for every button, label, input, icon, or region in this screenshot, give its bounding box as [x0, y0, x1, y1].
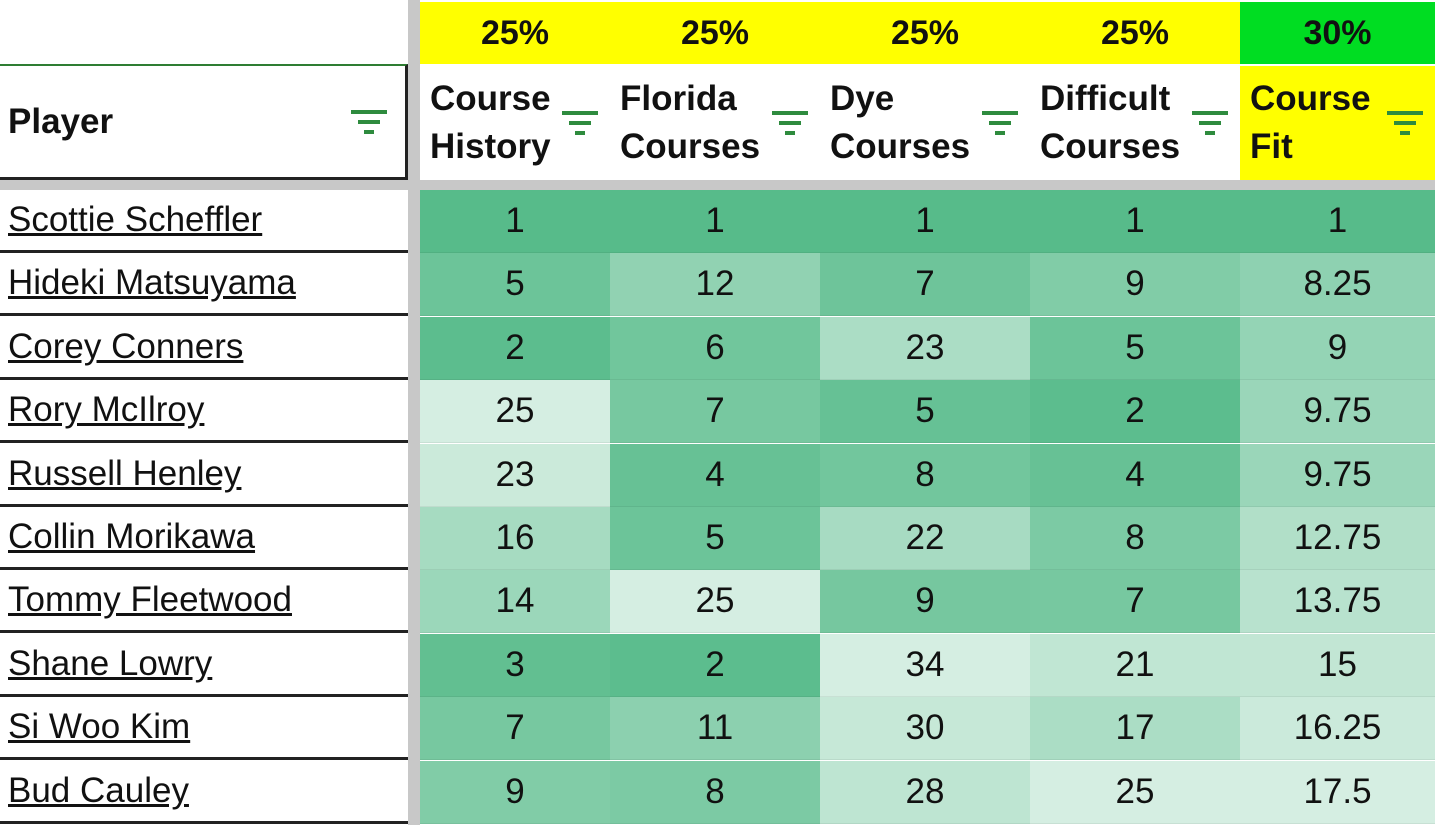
data-cell[interactable]: 1: [820, 190, 1030, 253]
data-cell[interactable]: 14: [420, 570, 610, 633]
player-link[interactable]: Collin Morikawa: [0, 507, 408, 570]
data-cell[interactable]: 22: [820, 507, 1030, 570]
column-header-label: Florida Courses: [620, 79, 761, 166]
data-cell[interactable]: 3: [420, 634, 610, 697]
filter-icon[interactable]: [768, 103, 812, 143]
data-cell[interactable]: 5: [610, 507, 820, 570]
frozen-column-divider[interactable]: [408, 0, 420, 825]
data-cell[interactable]: 9: [420, 761, 610, 824]
data-cell[interactable]: 7: [1030, 570, 1240, 633]
data-cell[interactable]: 25: [610, 570, 820, 633]
player-link[interactable]: Russell Henley: [0, 444, 408, 507]
filter-icon[interactable]: [1383, 103, 1427, 143]
player-link[interactable]: Corey Conners: [0, 317, 408, 380]
data-cell[interactable]: 11: [610, 697, 820, 760]
data-cell[interactable]: 5: [820, 380, 1030, 443]
data-cell[interactable]: 4: [1030, 444, 1240, 507]
data-cell[interactable]: 8: [1030, 507, 1240, 570]
column-header-label: Difficult Courses: [1040, 79, 1181, 166]
data-cell[interactable]: 6: [610, 317, 820, 380]
player-link[interactable]: Shane Lowry: [0, 634, 408, 697]
data-cell[interactable]: 9: [820, 570, 1030, 633]
player-link[interactable]: Hideki Matsuyama: [0, 253, 408, 316]
data-cell[interactable]: 15: [1240, 634, 1435, 697]
data-cell[interactable]: 8: [820, 444, 1030, 507]
data-cell[interactable]: 2: [420, 317, 610, 380]
data-cell[interactable]: 23: [820, 317, 1030, 380]
data-cell[interactable]: 1: [1030, 190, 1240, 253]
weight-cell[interactable]: 30%: [1240, 2, 1435, 64]
data-cell[interactable]: 28: [820, 761, 1030, 824]
player-link[interactable]: Bud Cauley: [0, 761, 408, 824]
data-cell[interactable]: 17: [1030, 697, 1240, 760]
data-cell[interactable]: 4: [610, 444, 820, 507]
data-cell[interactable]: 1: [420, 190, 610, 253]
weight-cell[interactable]: 25%: [820, 2, 1030, 64]
data-cell[interactable]: 12.75: [1240, 507, 1435, 570]
data-cell[interactable]: 9.75: [1240, 444, 1435, 507]
player-link[interactable]: Si Woo Kim: [0, 697, 408, 760]
data-cell[interactable]: 1: [610, 190, 820, 253]
column-header-label: Course History: [430, 79, 551, 166]
data-cell[interactable]: 9: [1030, 253, 1240, 316]
data-cell[interactable]: 34: [820, 634, 1030, 697]
data-cell[interactable]: 2: [610, 634, 820, 697]
data-cell[interactable]: 7: [610, 380, 820, 443]
data-cell[interactable]: 13.75: [1240, 570, 1435, 633]
data-cell[interactable]: 1: [1240, 190, 1435, 253]
weight-cell[interactable]: 25%: [420, 2, 610, 64]
data-cell[interactable]: 9.75: [1240, 380, 1435, 443]
data-cell[interactable]: 7: [420, 697, 610, 760]
weight-cell[interactable]: 25%: [610, 2, 820, 64]
player-link[interactable]: Rory McIlroy: [0, 380, 408, 443]
data-cell[interactable]: 8.25: [1240, 253, 1435, 316]
data-cell[interactable]: 16.25: [1240, 697, 1435, 760]
data-cell[interactable]: 23: [420, 444, 610, 507]
player-link[interactable]: Tommy Fleetwood: [0, 570, 408, 633]
filter-icon[interactable]: [978, 103, 1022, 143]
filter-icon[interactable]: [1188, 103, 1232, 143]
data-cell[interactable]: 30: [820, 697, 1030, 760]
data-cell[interactable]: 5: [420, 253, 610, 316]
player-link[interactable]: Scottie Scheffler: [0, 190, 408, 253]
player-column-header[interactable]: Player: [0, 64, 408, 180]
data-cell[interactable]: 16: [420, 507, 610, 570]
column-header[interactable]: Florida Courses: [610, 66, 820, 180]
player-header-label: Player: [8, 101, 114, 141]
column-header-label: Dye Courses: [830, 79, 971, 166]
column-header[interactable]: Difficult Courses: [1030, 66, 1240, 180]
data-cell[interactable]: 25: [420, 380, 610, 443]
data-cell[interactable]: 7: [820, 253, 1030, 316]
column-header[interactable]: Course Fit: [1240, 66, 1435, 180]
data-cell[interactable]: 8: [610, 761, 820, 824]
data-cell[interactable]: 2: [1030, 380, 1240, 443]
frozen-row-divider[interactable]: [0, 180, 1435, 190]
column-header[interactable]: Course History: [420, 66, 610, 180]
filter-icon[interactable]: [558, 103, 602, 143]
data-cell[interactable]: 9: [1240, 317, 1435, 380]
weight-cell[interactable]: 25%: [1030, 2, 1240, 64]
column-header[interactable]: Dye Courses: [820, 66, 1030, 180]
data-cell[interactable]: 12: [610, 253, 820, 316]
data-cell[interactable]: 21: [1030, 634, 1240, 697]
column-header-label: Course Fit: [1250, 79, 1371, 166]
data-cell[interactable]: 25: [1030, 761, 1240, 824]
data-cell[interactable]: 5: [1030, 317, 1240, 380]
filter-icon[interactable]: [347, 102, 391, 142]
data-cell[interactable]: 17.5: [1240, 761, 1435, 824]
